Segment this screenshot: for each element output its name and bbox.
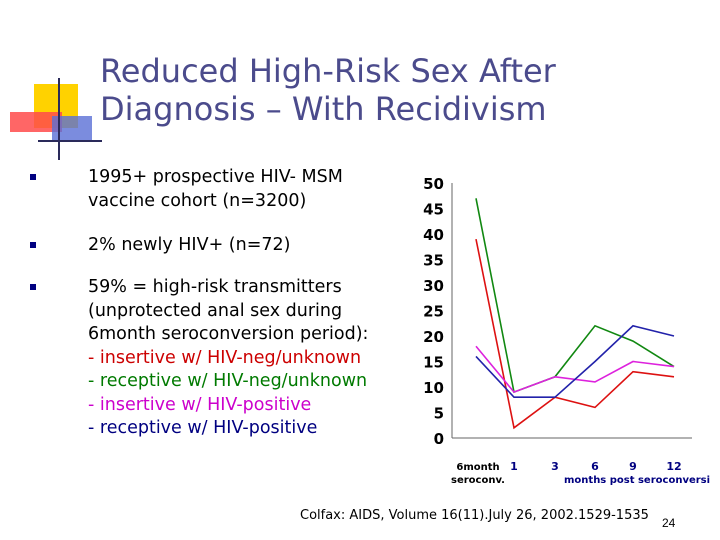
y-tick-label: 0 [434,430,444,448]
bullet-text: 2% newly HIV+ (n=72) [88,234,398,258]
x-label-line-2: seroconv. [451,475,505,486]
y-tick-label: 25 [423,303,444,321]
bullet-line: 2% newly HIV+ (n=72) [88,235,291,255]
bullet-text: 59% = high-risk transmitters (unprotecte… [88,276,398,441]
x-tick-label: 1 [510,460,518,473]
deco-horizontal-line [38,140,102,142]
x-tick-label: 6 [591,460,599,473]
y-tick-label: 15 [423,354,444,372]
sub-item-receptive-neg: - receptive w/ HIV-neg/unknown [88,371,368,391]
y-tick-label: 20 [423,328,444,346]
x-label-line-1: 6month [456,462,499,473]
deco-vertical-line [58,78,60,160]
bullet-line: (unprotected anal sex during [88,300,343,321]
series-line-3 [475,324,675,398]
x-axis-title: months post seroconversion [564,475,710,486]
bullet-text: 1995+ prospective HIV- MSM vaccine cohor… [88,166,398,213]
bullet-line: 6month seroconversion period): [88,324,369,344]
x-tick-label: 9 [629,460,637,473]
bullet-square-icon [30,174,36,180]
y-tick-label: 10 [423,379,444,397]
y-tick-label: 45 [423,201,444,219]
sub-item-insertive-pos: - insertive w/ HIV-positive [88,394,312,415]
series-line-0 [475,238,675,430]
sub-item-insertive-neg: - insertive w/ HIV-neg/unknown [88,347,362,368]
title-line-1: Reduced High-Risk Sex After [100,52,556,90]
x-tick-label: 3 [551,460,559,473]
bullet-square-icon [30,284,36,290]
y-tick-label: 5 [434,405,444,423]
y-tick-label: 50 [423,175,444,193]
citation: Colfax: AIDS, Volume 16(11).July 26, 200… [300,508,649,523]
bullet-square-icon [30,242,36,248]
x-tick-label: 12 [666,460,681,473]
deco-red-bar [10,112,62,132]
sub-item-receptive-pos: - receptive w/ HIV-positive [88,418,318,438]
bullet-line: 1995+ prospective HIV- MSM [88,167,343,187]
page-number: 24 [662,516,676,530]
y-tick-label: 40 [423,226,444,244]
bullet-line: vaccine cohort (n=3200) [88,190,307,211]
y-tick-label: 30 [423,277,444,295]
y-tick-label: 35 [423,252,444,270]
series-line-1 [475,198,675,394]
title-line-2: Diagnosis – With Recidivism [100,90,547,128]
slide-title: Reduced High-Risk Sex After Diagnosis – … [100,52,660,128]
bullet-line: 59% = high-risk transmitters [88,277,342,297]
